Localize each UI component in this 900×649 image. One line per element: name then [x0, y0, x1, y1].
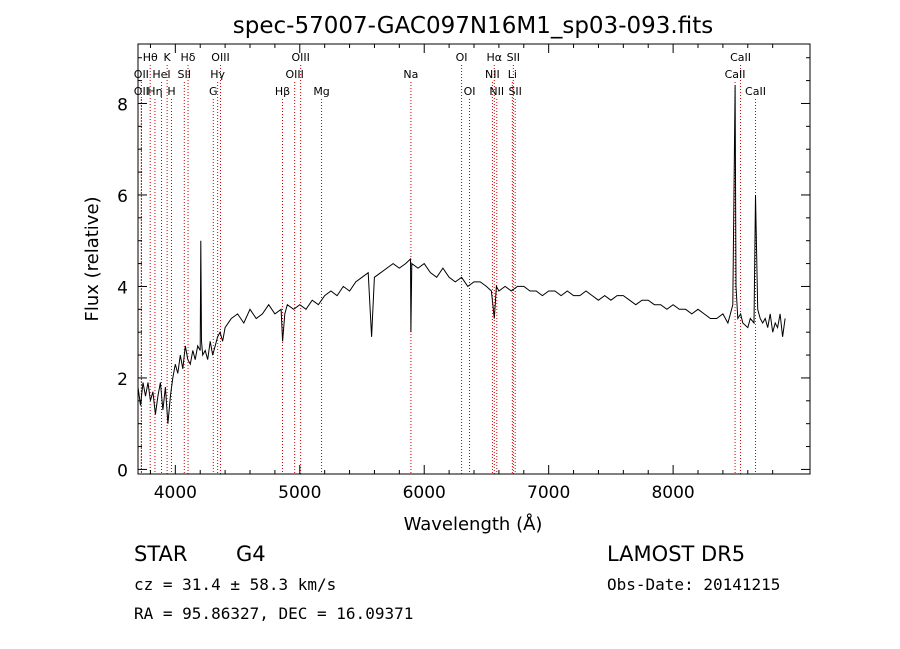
subclass: G4 — [236, 542, 266, 566]
marker-label: NII — [485, 68, 500, 81]
chart-title: spec-57007-GAC097N16M1_sp03-093.fits — [233, 13, 713, 39]
marker-label: OIII — [211, 51, 229, 64]
coordinates: RA = 95.86327, DEC = 16.09371 — [134, 604, 413, 623]
y-tick-label: 6 — [117, 187, 128, 207]
x-axis-label: Wavelength (Å) — [404, 513, 543, 535]
spectrum-line — [137, 85, 786, 424]
marker-label: Mg — [313, 85, 329, 98]
info-panel: STAR G4 LAMOST DR5 cz = 31.4 ± 58.3 km/s… — [134, 542, 780, 623]
marker-label: G — [209, 85, 218, 98]
marker-label: OIII — [291, 51, 309, 64]
marker-label: Na — [403, 68, 418, 81]
marker-label: Hη — [147, 85, 162, 98]
redshift-value: cz = 31.4 ± 58.3 km/s — [134, 575, 336, 594]
y-axis: 0 2 4 6 8 — [117, 57, 810, 481]
marker-label: K — [164, 51, 172, 64]
marker-label: NII — [489, 85, 504, 98]
marker-label: OII — [134, 68, 149, 81]
marker-label: OI — [456, 51, 468, 64]
marker-label: CaII — [745, 85, 766, 98]
marker-label: OI — [464, 85, 476, 98]
y-axis-label: Flux (relative) — [82, 196, 103, 321]
marker-label: Hθ — [143, 51, 158, 64]
marker-label: Hγ — [210, 68, 225, 81]
y-tick-label: 0 — [117, 461, 128, 481]
x-tick-label: 8000 — [651, 483, 694, 503]
marker-label: SII — [178, 68, 191, 81]
marker-label: SII — [508, 85, 521, 98]
marker-label: Hβ — [275, 85, 290, 98]
x-tick-label: 6000 — [403, 483, 446, 503]
marker-label: H — [167, 85, 175, 98]
y-tick-label: 8 — [117, 95, 128, 115]
y-tick-label: 2 — [117, 370, 128, 390]
marker-label: Hδ — [181, 51, 196, 64]
marker-label: CaII — [730, 51, 751, 64]
marker-label: HeI — [152, 68, 170, 81]
marker-label: SII — [507, 51, 520, 64]
marker-label: CaII — [725, 68, 746, 81]
y-tick-label: 4 — [117, 278, 128, 298]
x-axis: 4000 5000 6000 7000 8000 — [149, 44, 774, 503]
plot-frame — [137, 43, 811, 475]
object-class: STAR — [134, 542, 187, 566]
marker-label: OIII — [285, 68, 303, 81]
obs-date: Obs-Date: 20141215 — [607, 575, 780, 594]
survey-name: LAMOST DR5 — [607, 542, 745, 566]
x-tick-label: 4000 — [154, 483, 197, 503]
marker-label: Hα — [487, 51, 503, 64]
x-tick-label: 7000 — [527, 483, 570, 503]
x-tick-label: 5000 — [278, 483, 321, 503]
marker-label: Li — [508, 68, 517, 81]
